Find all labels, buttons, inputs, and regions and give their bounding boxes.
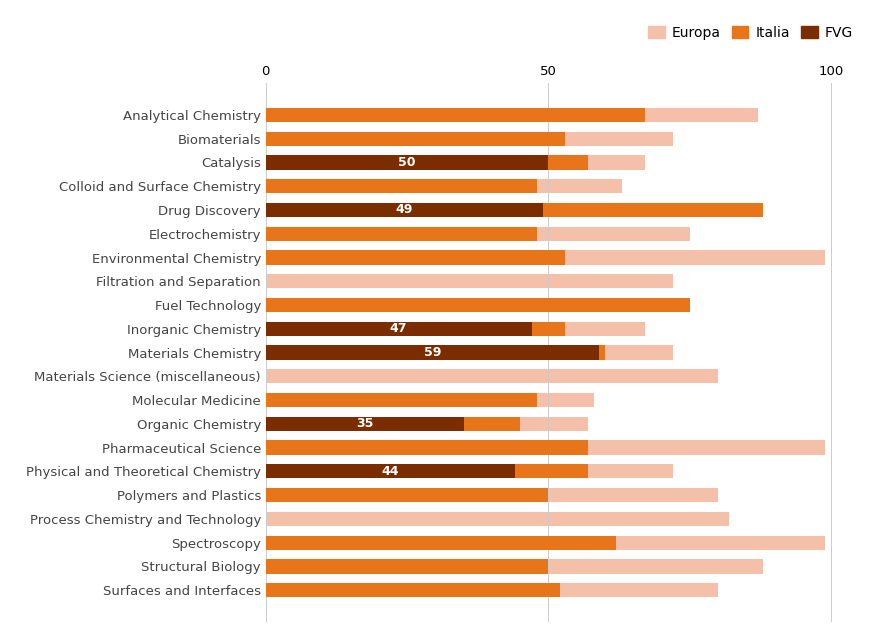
Bar — [266, 227, 537, 241]
Text: 59: 59 — [424, 346, 441, 359]
Bar — [266, 464, 515, 478]
Bar — [266, 131, 672, 146]
Bar — [266, 535, 617, 550]
Bar — [266, 345, 599, 360]
Bar — [266, 345, 605, 360]
Bar — [266, 464, 672, 478]
Bar — [266, 155, 588, 170]
Bar — [266, 155, 645, 170]
Bar — [266, 203, 764, 217]
Bar — [266, 251, 565, 265]
Bar — [266, 417, 463, 431]
Bar — [266, 298, 690, 312]
Text: 47: 47 — [390, 322, 408, 335]
Bar — [266, 560, 548, 574]
Text: 50: 50 — [399, 156, 416, 169]
Bar — [266, 464, 588, 478]
Text: 35: 35 — [356, 417, 373, 430]
Bar — [266, 179, 537, 194]
Bar — [266, 322, 565, 336]
Bar — [266, 393, 594, 407]
Bar — [266, 203, 543, 217]
Bar — [266, 251, 826, 265]
Legend: Europa, Italia, FVG: Europa, Italia, FVG — [642, 21, 859, 46]
Bar — [266, 583, 560, 597]
Bar — [266, 512, 729, 526]
Bar — [266, 155, 548, 170]
Bar — [266, 393, 537, 407]
Bar — [266, 227, 690, 241]
Bar — [266, 131, 565, 146]
Bar — [266, 369, 718, 383]
Bar — [266, 274, 672, 288]
Bar — [266, 108, 645, 122]
Bar — [266, 440, 826, 454]
Bar — [266, 488, 718, 503]
Bar — [266, 417, 588, 431]
Bar — [266, 560, 764, 574]
Bar — [266, 440, 588, 454]
Bar — [266, 345, 672, 360]
Bar — [266, 108, 758, 122]
Bar — [266, 322, 645, 336]
Bar — [266, 203, 764, 217]
Bar — [266, 583, 718, 597]
Bar — [266, 535, 826, 550]
Text: 44: 44 — [382, 465, 399, 478]
Bar — [266, 179, 622, 194]
Bar — [266, 417, 520, 431]
Bar — [266, 488, 548, 503]
Text: 49: 49 — [396, 203, 413, 217]
Bar — [266, 322, 532, 336]
